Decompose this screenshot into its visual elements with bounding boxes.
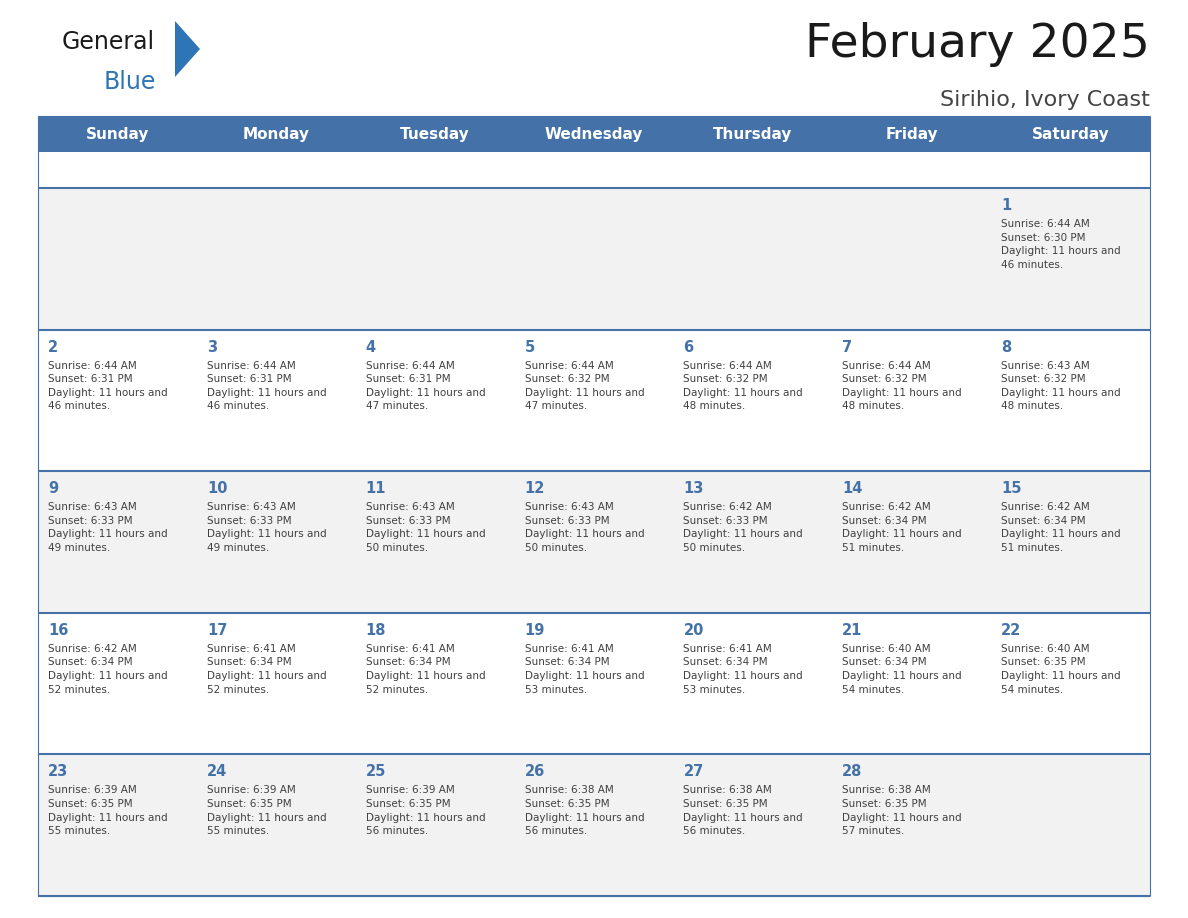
Text: 18: 18 [366,622,386,638]
Text: Sunrise: 6:41 AM
Sunset: 6:34 PM
Daylight: 11 hours and
52 minutes.: Sunrise: 6:41 AM Sunset: 6:34 PM Dayligh… [207,644,327,695]
Text: 17: 17 [207,622,227,638]
Text: 15: 15 [1001,481,1022,497]
Text: Sunrise: 6:39 AM
Sunset: 6:35 PM
Daylight: 11 hours and
55 minutes.: Sunrise: 6:39 AM Sunset: 6:35 PM Dayligh… [48,786,168,836]
Text: Friday: Friday [885,127,939,141]
Text: 5: 5 [525,340,535,354]
Text: Sunrise: 6:44 AM
Sunset: 6:31 PM
Daylight: 11 hours and
46 minutes.: Sunrise: 6:44 AM Sunset: 6:31 PM Dayligh… [207,361,327,411]
Text: 8: 8 [1001,340,1011,354]
Text: Sunrise: 6:44 AM
Sunset: 6:32 PM
Daylight: 11 hours and
47 minutes.: Sunrise: 6:44 AM Sunset: 6:32 PM Dayligh… [525,361,644,411]
Text: Sunrise: 6:43 AM
Sunset: 6:33 PM
Daylight: 11 hours and
50 minutes.: Sunrise: 6:43 AM Sunset: 6:33 PM Dayligh… [366,502,486,553]
Bar [38,471,1150,613]
Text: 6: 6 [683,340,694,354]
Text: Thursday: Thursday [713,127,792,141]
Text: 14: 14 [842,481,862,497]
Text: 12: 12 [525,481,545,497]
Text: Sunrise: 6:41 AM
Sunset: 6:34 PM
Daylight: 11 hours and
53 minutes.: Sunrise: 6:41 AM Sunset: 6:34 PM Dayligh… [525,644,644,695]
Text: 11: 11 [366,481,386,497]
Text: Sirihio, Ivory Coast: Sirihio, Ivory Coast [940,90,1150,110]
Text: Sunrise: 6:38 AM
Sunset: 6:35 PM
Daylight: 11 hours and
56 minutes.: Sunrise: 6:38 AM Sunset: 6:35 PM Dayligh… [525,786,644,836]
Text: Sunrise: 6:43 AM
Sunset: 6:32 PM
Daylight: 11 hours and
48 minutes.: Sunrise: 6:43 AM Sunset: 6:32 PM Dayligh… [1001,361,1120,411]
Text: Sunrise: 6:40 AM
Sunset: 6:34 PM
Daylight: 11 hours and
54 minutes.: Sunrise: 6:40 AM Sunset: 6:34 PM Dayligh… [842,644,962,695]
Text: 27: 27 [683,765,703,779]
Polygon shape [175,21,200,77]
Text: General: General [62,30,156,54]
Text: Sunrise: 6:40 AM
Sunset: 6:35 PM
Daylight: 11 hours and
54 minutes.: Sunrise: 6:40 AM Sunset: 6:35 PM Dayligh… [1001,644,1120,695]
Text: 24: 24 [207,765,227,779]
Text: Sunrise: 6:43 AM
Sunset: 6:33 PM
Daylight: 11 hours and
49 minutes.: Sunrise: 6:43 AM Sunset: 6:33 PM Dayligh… [48,502,168,553]
Text: February 2025: February 2025 [805,22,1150,67]
Text: Sunrise: 6:38 AM
Sunset: 6:35 PM
Daylight: 11 hours and
57 minutes.: Sunrise: 6:38 AM Sunset: 6:35 PM Dayligh… [842,786,962,836]
Text: Sunrise: 6:41 AM
Sunset: 6:34 PM
Daylight: 11 hours and
52 minutes.: Sunrise: 6:41 AM Sunset: 6:34 PM Dayligh… [366,644,486,695]
Text: Wednesday: Wednesday [545,127,643,141]
Text: Sunrise: 6:39 AM
Sunset: 6:35 PM
Daylight: 11 hours and
56 minutes.: Sunrise: 6:39 AM Sunset: 6:35 PM Dayligh… [366,786,486,836]
Text: Sunrise: 6:44 AM
Sunset: 6:31 PM
Daylight: 11 hours and
47 minutes.: Sunrise: 6:44 AM Sunset: 6:31 PM Dayligh… [366,361,486,411]
Bar [38,116,1150,152]
Text: 9: 9 [48,481,58,497]
Text: Sunrise: 6:44 AM
Sunset: 6:32 PM
Daylight: 11 hours and
48 minutes.: Sunrise: 6:44 AM Sunset: 6:32 PM Dayligh… [842,361,962,411]
Text: Sunrise: 6:41 AM
Sunset: 6:34 PM
Daylight: 11 hours and
53 minutes.: Sunrise: 6:41 AM Sunset: 6:34 PM Dayligh… [683,644,803,695]
Text: Monday: Monday [242,127,310,141]
Text: 28: 28 [842,765,862,779]
Text: 2: 2 [48,340,58,354]
Text: Sunrise: 6:44 AM
Sunset: 6:31 PM
Daylight: 11 hours and
46 minutes.: Sunrise: 6:44 AM Sunset: 6:31 PM Dayligh… [48,361,168,411]
Text: 20: 20 [683,622,703,638]
Text: Sunrise: 6:42 AM
Sunset: 6:34 PM
Daylight: 11 hours and
52 minutes.: Sunrise: 6:42 AM Sunset: 6:34 PM Dayligh… [48,644,168,695]
Text: Sunrise: 6:42 AM
Sunset: 6:33 PM
Daylight: 11 hours and
50 minutes.: Sunrise: 6:42 AM Sunset: 6:33 PM Dayligh… [683,502,803,553]
Text: 16: 16 [48,622,69,638]
Text: 22: 22 [1001,622,1022,638]
Bar [38,613,1150,755]
Text: 13: 13 [683,481,703,497]
Text: 26: 26 [525,765,545,779]
Bar [38,330,1150,471]
Text: Blue: Blue [105,70,157,94]
Text: 21: 21 [842,622,862,638]
Text: 10: 10 [207,481,227,497]
Text: Saturday: Saturday [1031,127,1110,141]
Text: 4: 4 [366,340,375,354]
Text: Sunrise: 6:43 AM
Sunset: 6:33 PM
Daylight: 11 hours and
50 minutes.: Sunrise: 6:43 AM Sunset: 6:33 PM Dayligh… [525,502,644,553]
Text: Sunrise: 6:38 AM
Sunset: 6:35 PM
Daylight: 11 hours and
56 minutes.: Sunrise: 6:38 AM Sunset: 6:35 PM Dayligh… [683,786,803,836]
Text: Sunrise: 6:43 AM
Sunset: 6:33 PM
Daylight: 11 hours and
49 minutes.: Sunrise: 6:43 AM Sunset: 6:33 PM Dayligh… [207,502,327,553]
Text: 19: 19 [525,622,545,638]
Text: 25: 25 [366,765,386,779]
Text: 1: 1 [1001,198,1011,213]
Text: 3: 3 [207,340,217,354]
Text: Sunrise: 6:44 AM
Sunset: 6:32 PM
Daylight: 11 hours and
48 minutes.: Sunrise: 6:44 AM Sunset: 6:32 PM Dayligh… [683,361,803,411]
Text: Sunrise: 6:44 AM
Sunset: 6:30 PM
Daylight: 11 hours and
46 minutes.: Sunrise: 6:44 AM Sunset: 6:30 PM Dayligh… [1001,219,1120,270]
Text: Sunrise: 6:39 AM
Sunset: 6:35 PM
Daylight: 11 hours and
55 minutes.: Sunrise: 6:39 AM Sunset: 6:35 PM Dayligh… [207,786,327,836]
Text: Sunrise: 6:42 AM
Sunset: 6:34 PM
Daylight: 11 hours and
51 minutes.: Sunrise: 6:42 AM Sunset: 6:34 PM Dayligh… [1001,502,1120,553]
Text: Sunrise: 6:42 AM
Sunset: 6:34 PM
Daylight: 11 hours and
51 minutes.: Sunrise: 6:42 AM Sunset: 6:34 PM Dayligh… [842,502,962,553]
Bar [38,755,1150,896]
Text: 23: 23 [48,765,68,779]
Text: Tuesday: Tuesday [400,127,470,141]
Text: 7: 7 [842,340,853,354]
Bar [38,188,1150,330]
Text: Sunday: Sunday [86,127,150,141]
